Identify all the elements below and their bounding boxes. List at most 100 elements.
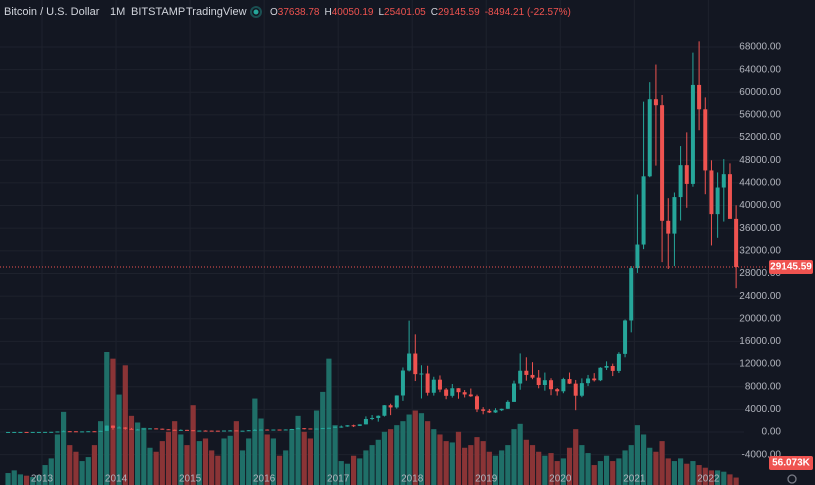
volume-bar <box>665 458 671 485</box>
candle-body <box>141 428 146 430</box>
symbol: Bitcoin / U.S. Dollar <box>4 6 100 18</box>
volume-bar <box>597 461 603 485</box>
candle-body <box>419 373 424 375</box>
volume-bar <box>209 450 215 485</box>
candle-body <box>690 84 695 184</box>
candle-body <box>635 244 640 269</box>
volume-tag <box>769 456 813 470</box>
market-status[interactable] <box>250 6 262 18</box>
volume-bar <box>653 451 659 485</box>
candle-body <box>326 427 331 429</box>
interval[interactable]: 1M <box>110 6 125 18</box>
gear[interactable] <box>787 474 797 484</box>
volume-bar <box>517 423 523 485</box>
volume-bar <box>122 365 128 485</box>
candle-body <box>320 428 325 430</box>
candle-body <box>697 84 702 110</box>
y-tick-label: 12000.00 <box>739 359 781 370</box>
candle-body <box>147 428 152 430</box>
settings-icon[interactable] <box>787 474 797 484</box>
price-axis: -4000.00 0.00 4000.00 8000.00 12000.00 16000.… <box>31 42 813 485</box>
last-price-label: 29145.59 <box>770 262 812 273</box>
volume-bar <box>677 458 684 485</box>
candle-body <box>481 409 486 411</box>
legend-value: 29145.59 <box>438 7 480 18</box>
x-tick-label: 2021 <box>623 474 646 485</box>
volume-bar <box>23 475 30 485</box>
candle-body <box>660 105 665 221</box>
volume-bar <box>178 434 184 485</box>
candle-body <box>715 187 720 215</box>
volume-bar <box>715 470 721 485</box>
volume-bar <box>640 434 647 485</box>
candle-body <box>24 431 29 433</box>
volume-bar <box>190 405 196 485</box>
y-tick-label: 8000.00 <box>745 381 782 392</box>
volume-bar <box>54 434 61 485</box>
y-tick-label: 40000.00 <box>739 200 781 211</box>
y-tick-label: 16000.00 <box>739 336 781 347</box>
candle-body <box>36 431 41 433</box>
volume-bar <box>425 421 431 485</box>
candle-body <box>524 370 529 375</box>
exchange: BITSTAMP <box>131 6 185 18</box>
candle-body <box>641 176 646 245</box>
candle-body <box>123 427 128 429</box>
candle-body <box>314 428 319 430</box>
candle-body <box>616 353 621 371</box>
volume-bar <box>350 455 357 485</box>
volume-bar <box>480 441 486 485</box>
last-price-tag <box>769 259 813 274</box>
volume-bar <box>603 455 610 485</box>
candle-body <box>604 365 609 368</box>
volume-bar <box>721 471 727 485</box>
candle-body <box>727 174 732 219</box>
volume-bar <box>560 458 566 485</box>
candle-body <box>178 429 183 431</box>
volume-bar <box>616 458 622 485</box>
volume-bar <box>579 445 585 485</box>
candle-body <box>104 425 109 431</box>
volume-bar <box>406 414 412 485</box>
candle-body <box>579 383 584 396</box>
volume-bar <box>147 447 153 485</box>
volume-bar <box>110 358 116 485</box>
y-tick-label: 48000.00 <box>739 155 781 166</box>
candle-body <box>252 429 257 431</box>
candle-body <box>623 320 628 354</box>
candle-body <box>228 430 233 432</box>
candle-body <box>80 431 85 433</box>
candle-body <box>561 379 566 392</box>
candle-body <box>666 220 671 234</box>
volume-bar <box>36 475 42 485</box>
volume-bar <box>443 441 449 485</box>
volume-bar <box>73 451 79 485</box>
candle-body <box>240 430 245 432</box>
candle-body <box>400 370 405 396</box>
x-tick-label: 2013 <box>31 474 54 485</box>
y-tick-label: 20000.00 <box>739 313 781 324</box>
volume-bar <box>412 410 418 485</box>
volume-bar <box>591 465 597 485</box>
candle-body <box>259 429 264 431</box>
candle-body <box>549 380 554 390</box>
candle-body <box>376 415 381 418</box>
volume-bar <box>85 457 91 485</box>
candle-body <box>518 370 523 384</box>
candle-body <box>92 431 97 433</box>
candle-body <box>339 426 344 428</box>
x-tick-label: 2019 <box>475 474 498 485</box>
volume-bar <box>369 445 375 485</box>
volume-bar <box>289 429 295 485</box>
volume-bar <box>60 411 67 485</box>
volume-label: 56.073K <box>772 458 811 469</box>
volume-bar <box>418 413 425 485</box>
volume-bar <box>499 450 505 485</box>
candle-body <box>215 430 220 432</box>
candle-body <box>197 430 202 432</box>
volume-bar <box>159 441 165 485</box>
candle-body <box>333 426 338 428</box>
candle-body <box>487 410 492 413</box>
candle-body <box>586 378 591 384</box>
candle-body <box>49 431 54 433</box>
